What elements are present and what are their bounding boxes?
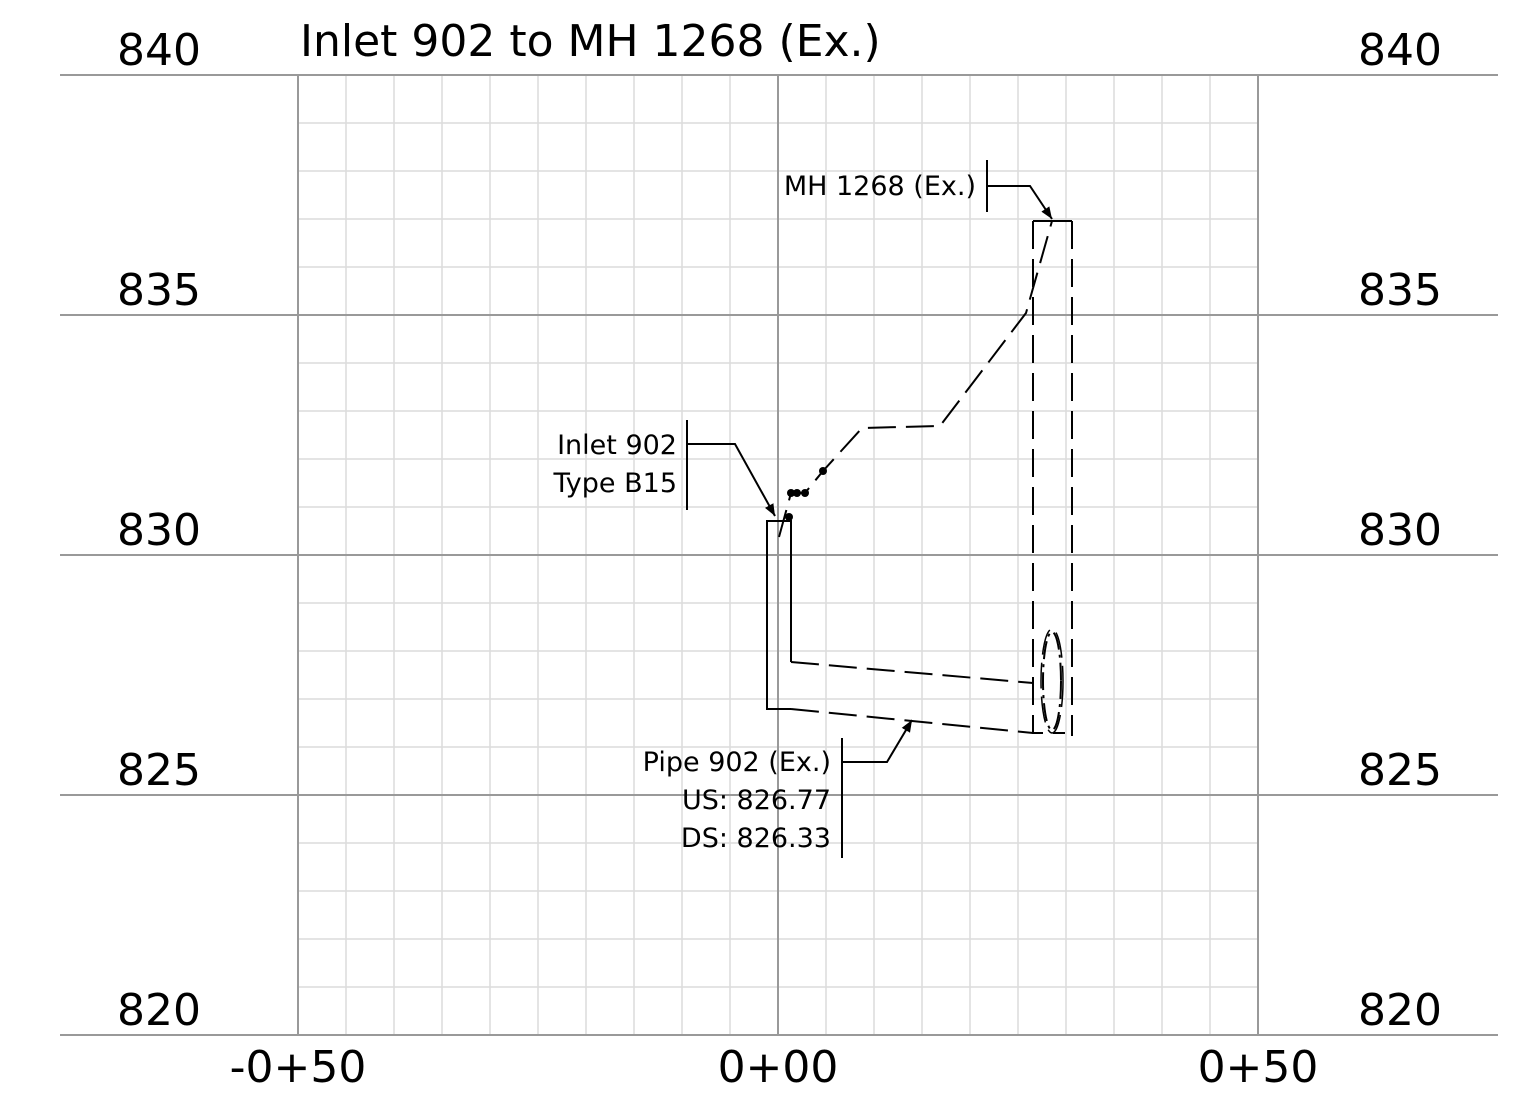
pipe-label: DS: 826.33 xyxy=(681,823,831,854)
pipe-section xyxy=(1042,631,1062,731)
elevation-label: 835 xyxy=(117,265,201,316)
inlet-structure xyxy=(766,520,792,710)
elevation-label: 820 xyxy=(1358,985,1442,1036)
elevation-label: 830 xyxy=(117,505,201,556)
title: Inlet 902 to MH 1268 (Ex.) xyxy=(300,16,881,67)
elevation-label: 840 xyxy=(117,25,201,76)
station-label: 0+00 xyxy=(718,1042,839,1093)
grid xyxy=(60,74,1498,1036)
inlet-label: Type B15 xyxy=(553,468,677,499)
elevation-label: 840 xyxy=(1358,25,1442,76)
ground-points xyxy=(785,467,827,521)
pipe-label: Pipe 902 (Ex.) xyxy=(643,747,831,778)
inlet-label: Inlet 902 xyxy=(557,430,677,461)
pipe-crown xyxy=(790,661,1034,684)
manhole-wall xyxy=(1032,221,1065,734)
elevation-label: 830 xyxy=(1358,505,1442,556)
station-label: -0+50 xyxy=(230,1042,367,1093)
ground-line xyxy=(778,220,1053,538)
elevation-label: 825 xyxy=(1358,745,1442,796)
leader xyxy=(687,443,776,517)
pipe-label: US: 826.77 xyxy=(682,785,831,816)
leader xyxy=(987,185,1053,220)
elevation-label: 835 xyxy=(1358,265,1442,316)
pipe-section xyxy=(1040,628,1064,734)
elevation-label: 820 xyxy=(117,985,201,1036)
leader xyxy=(842,719,913,763)
station-label: 0+50 xyxy=(1198,1042,1319,1093)
elevation-label: 825 xyxy=(117,745,201,796)
manhole-label: MH 1268 (Ex.) xyxy=(784,171,976,202)
